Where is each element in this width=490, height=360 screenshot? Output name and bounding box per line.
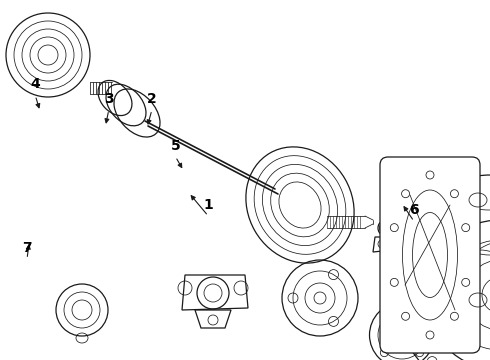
- Text: 3: 3: [104, 92, 114, 106]
- Polygon shape: [373, 237, 392, 252]
- FancyBboxPatch shape: [380, 157, 480, 353]
- Text: 5: 5: [171, 139, 180, 153]
- Text: 4: 4: [30, 77, 40, 91]
- Text: 6: 6: [409, 203, 419, 217]
- Text: 1: 1: [203, 198, 213, 212]
- Polygon shape: [182, 275, 248, 310]
- Text: 7: 7: [22, 241, 32, 255]
- Polygon shape: [195, 310, 231, 328]
- Text: 2: 2: [147, 92, 157, 106]
